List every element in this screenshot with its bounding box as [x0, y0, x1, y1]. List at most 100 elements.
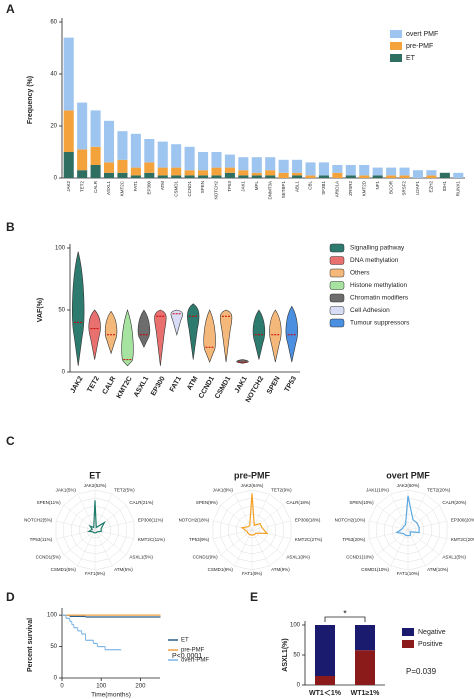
radar-label: SPEN(11%) — [37, 500, 61, 505]
radar-line — [87, 500, 106, 534]
y-axis-label: VAF(%) — [37, 298, 44, 322]
bar-segment — [184, 170, 195, 176]
radar-spoke — [407, 529, 448, 540]
bar-segment — [345, 165, 356, 176]
radar-spoke — [376, 504, 409, 531]
x-axis-label: Time(months) — [91, 692, 131, 699]
radar-spoke — [251, 520, 292, 531]
bar-segment — [77, 170, 88, 178]
radar-spoke — [251, 504, 284, 531]
bar-segment — [372, 167, 383, 176]
radar-label: TET2(5%) — [114, 488, 135, 493]
bar-segment — [399, 175, 410, 178]
legend-swatch — [329, 306, 345, 315]
radar-label: ASXL1(5%) — [442, 555, 466, 560]
x-tick-label: CCND1 — [187, 181, 192, 197]
legend-swatch — [329, 281, 345, 290]
radar-label: EP300(18%) — [295, 517, 321, 522]
radar-label: JAK1(9%) — [213, 488, 234, 493]
y-tick-label: 0 — [62, 370, 66, 376]
x-tick-label: NOTCH2 — [214, 181, 219, 200]
bar-segment — [292, 159, 303, 173]
x-tick-label: WT1＜1% — [309, 689, 342, 697]
legend-label: pre-PMF — [406, 43, 433, 50]
bar-segment — [238, 170, 249, 176]
x-tick-label: SPEN — [266, 375, 282, 395]
legend-label: Others — [350, 270, 370, 277]
bar-segment — [198, 175, 209, 178]
bar-segment — [453, 172, 464, 178]
legend-label: overt PMF — [406, 31, 438, 38]
y-tick-label: 50 — [293, 653, 300, 659]
radar-label: CCND1(9%) — [193, 555, 219, 560]
radar-spoke — [368, 529, 409, 540]
bar-segment — [211, 175, 222, 178]
bar-segment — [238, 175, 249, 178]
radar-label: ATM(5%) — [114, 567, 133, 572]
legend-label: Positive — [418, 641, 443, 648]
bar-segment — [332, 165, 343, 173]
y-axis-label: Percent survival — [27, 618, 34, 672]
bar-segment — [386, 175, 397, 178]
legend-label: Cell Adhesion — [350, 307, 390, 314]
bar-segment — [103, 120, 115, 163]
y-tick-label: 0 — [297, 683, 301, 689]
radar-label: SPEN(9%) — [196, 500, 218, 505]
bar-segment — [318, 162, 329, 176]
radar-label: TET2(20%) — [427, 488, 451, 493]
bar-segment — [171, 175, 182, 178]
bar-segment — [130, 175, 141, 178]
x-tick-label: KMT2C — [120, 180, 125, 196]
x-tick-label: ABL1 — [294, 181, 299, 193]
y-axis-label: Frequency (%) — [27, 76, 34, 124]
x-tick-label: TET2 — [86, 375, 101, 393]
x-tick-label: NF1 — [375, 181, 380, 190]
bar-segment — [103, 162, 115, 173]
radar-label: NOTCH2(18%) — [179, 517, 210, 522]
x-tick-label: 200 — [135, 684, 146, 690]
bar-segment — [305, 162, 316, 176]
x-tick-label: JAK2 — [70, 375, 85, 394]
radar-label: ATM(9%) — [271, 567, 290, 572]
violin — [88, 309, 101, 360]
bar-segment — [251, 157, 262, 173]
legend-swatch — [402, 640, 414, 648]
bar-segment — [251, 175, 262, 178]
bar-segment — [278, 172, 289, 178]
y-tick-label: 0 — [54, 676, 58, 682]
bar-segment — [117, 131, 128, 160]
bar-segment — [63, 110, 74, 152]
x-tick-label: KMT2D — [361, 180, 366, 196]
radar-spoke — [94, 529, 113, 567]
radar-spoke — [251, 529, 292, 540]
chart-title: overt PMF — [386, 470, 430, 480]
bar-segment — [426, 175, 437, 178]
bar-segment — [305, 175, 316, 178]
legend-label: pre-PMF — [181, 648, 205, 654]
radar-label: EP300(20%) — [451, 517, 474, 522]
bar-segment — [355, 650, 375, 685]
y-tick-label: 100 — [47, 613, 58, 619]
violin — [187, 303, 200, 360]
radar-label: TP53(11%) — [30, 537, 53, 542]
radar-label: NOTCH2(10%) — [335, 517, 366, 522]
radar-label: CALR(21%) — [129, 500, 154, 505]
x-tick-label: CALR — [102, 375, 118, 395]
radar-label: CSMD1(5%) — [51, 567, 77, 572]
x-tick-label: U2AF1 — [415, 181, 420, 196]
bar-segment — [224, 167, 235, 173]
x-tick-label: DNMT3A — [267, 181, 272, 200]
radar-label: SPEN(10%) — [349, 500, 374, 505]
radar-label: CCND1(5%) — [36, 555, 62, 560]
x-tick-label: TP53 — [284, 375, 298, 393]
x-tick-label: ARID1A — [335, 181, 340, 197]
radar-spoke — [234, 493, 253, 531]
legend-swatch — [390, 54, 402, 62]
x-tick-label: CALR — [93, 180, 98, 193]
x-tick-label: CSMD1 — [173, 181, 178, 197]
bar-segment — [211, 152, 222, 168]
radar-spoke — [251, 529, 270, 567]
radar-label: FAT1(5%) — [85, 571, 105, 576]
radar-label: TET2(9%) — [271, 488, 292, 493]
